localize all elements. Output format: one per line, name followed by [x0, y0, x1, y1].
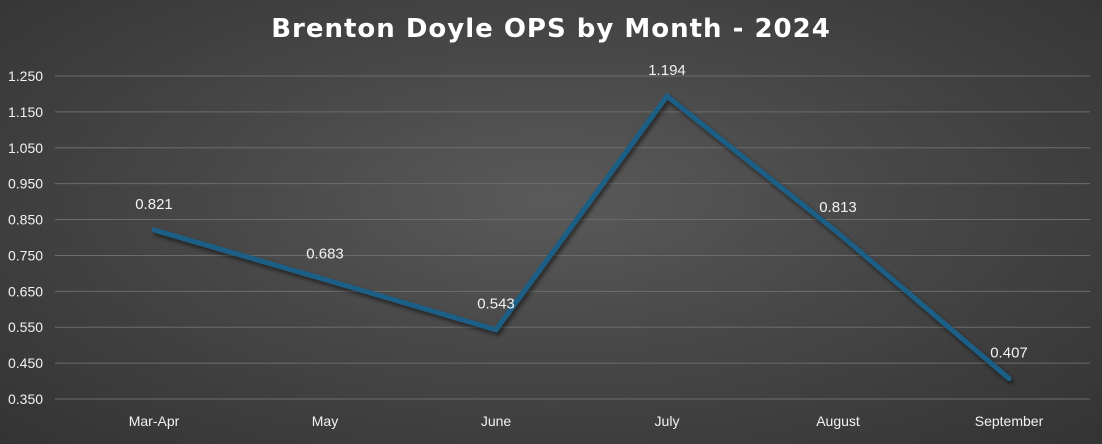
y-tick-label: 1.250 [8, 68, 43, 84]
data-point [664, 93, 670, 99]
y-tick-label: 0.350 [8, 391, 43, 407]
data-label: 0.543 [477, 296, 515, 313]
y-tick-label: 0.650 [8, 283, 43, 299]
x-tick-label: September [975, 413, 1044, 429]
x-tick-label: August [816, 413, 860, 429]
y-tick-label: 1.150 [8, 104, 43, 120]
y-tick-label: 0.450 [8, 355, 43, 371]
y-tick-label: 0.750 [8, 247, 43, 263]
x-tick-label: May [312, 413, 338, 429]
data-label: 1.194 [648, 62, 686, 79]
y-tick-label: 1.050 [8, 140, 43, 156]
data-point [493, 327, 499, 333]
x-tick-label: June [481, 413, 512, 429]
data-point [151, 227, 157, 233]
data-label: 0.683 [306, 245, 344, 262]
y-tick-label: 0.950 [8, 176, 43, 192]
data-label: 0.407 [990, 345, 1028, 362]
series-line [151, 92, 1012, 382]
data-label: 0.821 [135, 196, 173, 213]
x-tick-label: Mar-Apr [129, 413, 180, 429]
data-point [1006, 376, 1012, 382]
data-label: 0.813 [819, 199, 857, 216]
y-tick-label: 0.850 [8, 212, 43, 228]
x-tick-label: July [655, 413, 680, 429]
data-point [322, 276, 328, 282]
y-tick-label: 0.550 [8, 319, 43, 335]
data-point [835, 230, 841, 236]
chart-title: Brenton Doyle OPS by Month - 2024 [271, 14, 831, 44]
